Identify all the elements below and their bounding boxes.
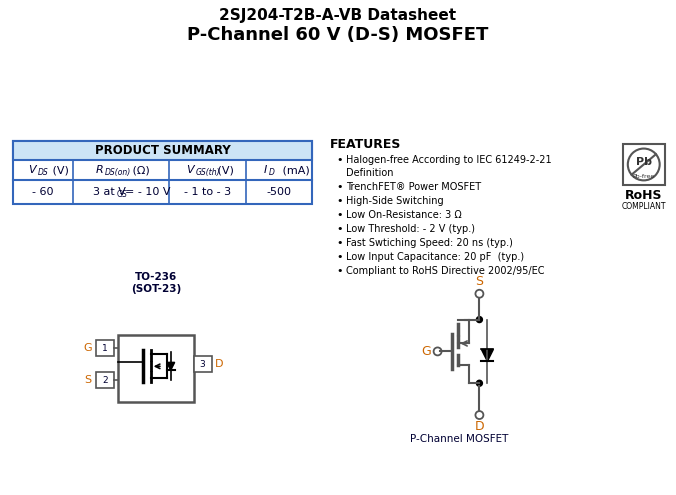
Text: D: D — [269, 168, 275, 177]
Text: Fast Swtiching Speed: 20 ns (typ.): Fast Swtiching Speed: 20 ns (typ.) — [346, 238, 513, 248]
Circle shape — [477, 317, 483, 323]
Text: •: • — [336, 154, 343, 164]
Text: (V): (V) — [49, 165, 69, 175]
Text: 1: 1 — [102, 344, 108, 353]
Text: Halogen-free According to IEC 61249-2-21: Halogen-free According to IEC 61249-2-21 — [346, 154, 552, 164]
Text: 2SJ204-T2B-A-VB Datasheet: 2SJ204-T2B-A-VB Datasheet — [220, 8, 456, 23]
Text: S: S — [84, 375, 91, 385]
Text: RoHS: RoHS — [625, 189, 662, 202]
Text: •: • — [336, 210, 343, 220]
Text: -500: -500 — [267, 187, 292, 198]
Text: R: R — [95, 165, 103, 175]
Text: TrenchFET® Power MOSFET: TrenchFET® Power MOSFET — [346, 182, 481, 193]
Text: •: • — [336, 224, 343, 234]
Text: P-Channel MOSFET: P-Channel MOSFET — [410, 434, 508, 444]
Text: G: G — [420, 345, 431, 358]
Text: Low Threshold: - 2 V (typ.): Low Threshold: - 2 V (typ.) — [346, 224, 475, 234]
Text: I: I — [264, 165, 267, 175]
Text: Low Input Capacitance: 20 pF  (typ.): Low Input Capacitance: 20 pF (typ.) — [346, 252, 524, 262]
Polygon shape — [167, 362, 174, 370]
Text: (V): (V) — [214, 165, 233, 175]
Text: •: • — [336, 182, 343, 193]
Text: P-Channel 60 V (D-S) MOSFET: P-Channel 60 V (D-S) MOSFET — [187, 26, 489, 44]
Text: 2: 2 — [102, 376, 107, 385]
Text: •: • — [336, 197, 343, 206]
Text: •: • — [336, 252, 343, 262]
Bar — [14, 141, 312, 160]
Text: COMPLIANT: COMPLIANT — [621, 202, 666, 211]
Text: •: • — [336, 238, 343, 248]
Bar — [96, 372, 114, 388]
Bar — [14, 141, 312, 204]
Text: 3: 3 — [199, 360, 206, 369]
Text: G: G — [84, 344, 93, 353]
Bar — [96, 341, 114, 356]
Text: - 1 to - 3: - 1 to - 3 — [184, 187, 231, 198]
Text: (Ω): (Ω) — [129, 165, 149, 175]
Text: High-Side Switching: High-Side Switching — [346, 197, 443, 206]
Text: (mA): (mA) — [279, 165, 310, 175]
Text: Low On-Resistance: 3 Ω: Low On-Resistance: 3 Ω — [346, 210, 462, 220]
Text: Compliant to RoHS Directive 2002/95/EC: Compliant to RoHS Directive 2002/95/EC — [346, 266, 544, 276]
Text: = - 10 V: = - 10 V — [125, 187, 170, 198]
Text: GS: GS — [117, 190, 128, 199]
Bar — [14, 141, 312, 160]
Text: V: V — [28, 165, 37, 175]
Polygon shape — [481, 349, 493, 361]
Circle shape — [477, 380, 483, 386]
Text: GS(th): GS(th) — [195, 168, 220, 177]
Text: D: D — [475, 420, 484, 434]
Bar — [623, 144, 665, 185]
Text: 3 at V: 3 at V — [93, 187, 126, 198]
Bar — [193, 356, 212, 372]
Text: PRODUCT SUMMARY: PRODUCT SUMMARY — [95, 144, 231, 157]
Text: •: • — [336, 266, 343, 276]
Text: (SOT-23): (SOT-23) — [130, 284, 181, 294]
Text: V: V — [186, 165, 193, 175]
Text: DS(on): DS(on) — [105, 168, 131, 177]
Text: Pb-free: Pb-free — [633, 174, 655, 179]
Text: DS: DS — [39, 168, 49, 177]
Bar — [118, 335, 193, 402]
Text: Pb: Pb — [635, 157, 652, 167]
Text: FEATURES: FEATURES — [330, 138, 402, 150]
Text: Definition: Definition — [346, 168, 393, 178]
Text: D: D — [215, 359, 224, 369]
Text: S: S — [475, 275, 483, 288]
Text: - 60: - 60 — [32, 187, 54, 198]
Text: TO-236: TO-236 — [135, 272, 177, 282]
